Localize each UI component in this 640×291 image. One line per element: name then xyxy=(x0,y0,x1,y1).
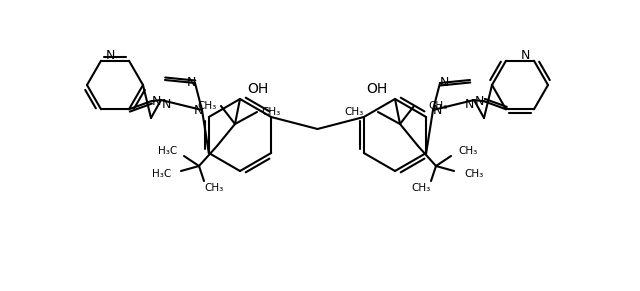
Text: N: N xyxy=(151,95,161,108)
Text: N: N xyxy=(161,97,171,111)
Text: CH₃: CH₃ xyxy=(345,107,364,117)
Text: N: N xyxy=(186,77,196,90)
Text: H₃C: H₃C xyxy=(152,169,171,179)
Text: H₃C: H₃C xyxy=(157,146,177,156)
Text: OH: OH xyxy=(248,82,269,96)
Text: N: N xyxy=(520,49,530,62)
Text: CH₃: CH₃ xyxy=(412,183,431,193)
Text: CH₃: CH₃ xyxy=(458,146,477,156)
Text: N: N xyxy=(474,95,484,108)
Text: N: N xyxy=(439,77,449,90)
Text: CH₃: CH₃ xyxy=(204,183,223,193)
Text: CH₃: CH₃ xyxy=(428,101,447,111)
Text: CH₃: CH₃ xyxy=(261,107,280,117)
Text: CH₃: CH₃ xyxy=(197,101,216,111)
Text: N: N xyxy=(464,97,474,111)
Text: OH: OH xyxy=(366,82,388,96)
Text: N: N xyxy=(193,104,203,116)
Text: N: N xyxy=(106,49,115,62)
Text: CH₃: CH₃ xyxy=(464,169,483,179)
Text: N: N xyxy=(432,104,442,116)
